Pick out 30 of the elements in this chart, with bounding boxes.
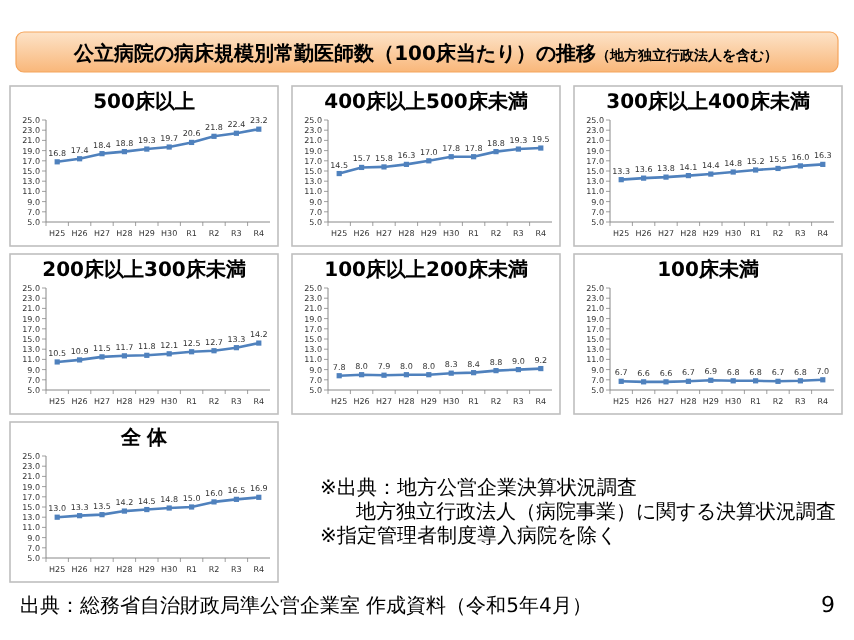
text: 地方独立行政法人（病院事業）に関する決算状況調査 xyxy=(354,500,836,524)
source-note: 出典：総務省自治財政局準公営企業室 作成資料（令和5年4月） xyxy=(20,594,592,618)
point xyxy=(359,164,365,171)
point xyxy=(820,161,826,167)
text: ※指定管理者制度導入病院を除く xyxy=(320,524,617,548)
point xyxy=(256,494,262,500)
text: 9 xyxy=(821,592,835,618)
chart-title: 400床以上500床未満 xyxy=(324,90,528,114)
point xyxy=(144,352,150,358)
chart-title: 300床以上400床未満 xyxy=(606,90,810,114)
point xyxy=(256,340,262,346)
point xyxy=(618,177,624,183)
point xyxy=(256,126,262,132)
chart-title: 全 体 xyxy=(118,426,170,450)
point xyxy=(775,165,781,172)
point xyxy=(144,506,150,513)
point xyxy=(233,130,239,136)
chart-title: 100床未満 xyxy=(657,258,759,282)
point xyxy=(336,170,342,177)
point xyxy=(54,514,60,520)
point xyxy=(538,145,544,151)
point xyxy=(189,139,195,146)
chart-title: 500床以上 xyxy=(93,90,195,114)
chart-title: 200床以上300床未満 xyxy=(42,258,246,282)
point xyxy=(54,359,60,365)
chart-title: 100床以上200床未満 xyxy=(324,258,528,282)
text: 公立病院の病床規模別常勤医師数（100床当たり）の推移 xyxy=(72,42,596,66)
text: ※出典：地方公営企業決算状況調査 xyxy=(320,476,637,500)
point xyxy=(54,159,60,165)
point xyxy=(211,348,217,354)
